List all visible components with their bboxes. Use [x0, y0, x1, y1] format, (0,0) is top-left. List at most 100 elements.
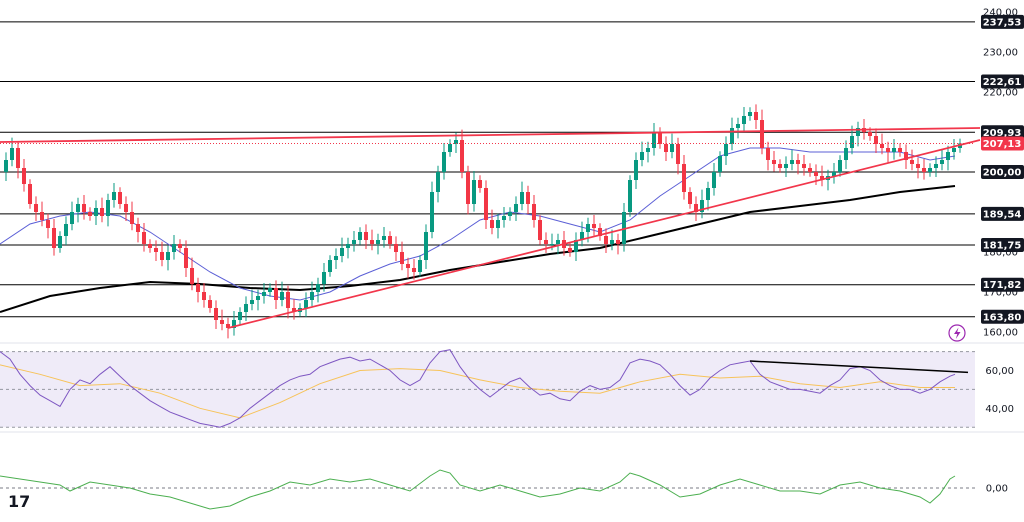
- candle-body: [130, 212, 134, 224]
- candle-body: [526, 192, 530, 204]
- candle-body: [742, 116, 746, 124]
- ma-200-line: [0, 185, 956, 313]
- candle-body: [340, 248, 344, 256]
- price-candles: [4, 104, 962, 339]
- candle-body: [712, 172, 716, 188]
- candle-body: [16, 148, 20, 168]
- candle-body: [178, 244, 182, 248]
- candle-body: [106, 200, 110, 216]
- candle-body: [928, 168, 932, 172]
- candle-body: [730, 128, 734, 144]
- candle-body: [922, 168, 926, 172]
- candle-body: [808, 168, 812, 172]
- rsi-ma-line: [0, 364, 955, 419]
- candle-body: [316, 284, 320, 292]
- candle-body: [250, 300, 254, 304]
- candle-body: [676, 144, 680, 164]
- candle-body: [406, 264, 410, 268]
- level-badge: [981, 277, 1024, 292]
- candle-body: [820, 176, 824, 180]
- candle-body: [166, 252, 170, 260]
- candle-body: [778, 164, 782, 168]
- candle-body: [556, 240, 560, 244]
- candle-body: [268, 288, 272, 292]
- candle-body: [334, 256, 338, 260]
- candle-body: [202, 292, 206, 300]
- candle-body: [382, 236, 386, 240]
- candle-body: [940, 160, 944, 164]
- candle-body: [418, 260, 422, 272]
- candle-body: [310, 292, 314, 300]
- candle-body: [904, 152, 908, 160]
- candle-body: [706, 188, 710, 200]
- candle-body: [148, 244, 152, 248]
- candle-body: [868, 132, 872, 136]
- lightning-icon[interactable]: [948, 324, 966, 342]
- current-price-label: 207,13: [983, 139, 1022, 150]
- candle-body: [628, 180, 632, 212]
- candle-body: [610, 240, 614, 244]
- level-badge: [981, 206, 1024, 221]
- price-tick-label: 230,00: [983, 48, 1018, 59]
- candle-body: [604, 236, 608, 244]
- candle-body: [724, 144, 728, 156]
- candle-body: [442, 152, 446, 172]
- candle-body: [226, 324, 230, 328]
- current-price-badge: [981, 136, 1024, 151]
- level-labels: 237,53 222,61 209,93 200,00 189,54 181,75 171,…: [981, 14, 1024, 324]
- candle-body: [52, 228, 56, 248]
- candle-body: [508, 212, 512, 216]
- candle-body: [916, 164, 920, 168]
- candle-body: [274, 288, 278, 300]
- ma-50-line: [0, 147, 956, 301]
- candle-body: [670, 144, 674, 152]
- candle-body: [880, 144, 884, 148]
- candle-body: [112, 192, 116, 200]
- candle-body: [790, 160, 794, 164]
- price-tick-label: 170,00: [983, 288, 1018, 299]
- candle-body: [844, 148, 848, 160]
- candle-body: [460, 140, 464, 172]
- rsi-axis-ticks: 60,00 40,00: [985, 366, 1014, 415]
- candle-body: [352, 240, 356, 244]
- candle-body: [358, 232, 362, 240]
- candle-body: [832, 172, 836, 176]
- candle-body: [574, 240, 578, 252]
- candle-body: [886, 148, 890, 152]
- oscillator-tick-label: 0,00: [986, 484, 1008, 495]
- candle-body: [4, 160, 8, 172]
- rsi-panel: 60,00 40,00: [0, 349, 1014, 428]
- price-tick-label: 220,00: [983, 88, 1018, 99]
- candle-body: [82, 204, 86, 212]
- candle-body: [370, 240, 374, 244]
- candle-body: [328, 260, 332, 272]
- candle-body: [304, 300, 308, 308]
- candle-body: [136, 224, 140, 232]
- candle-body: [220, 320, 224, 324]
- candle-body: [238, 312, 242, 320]
- candle-body: [346, 244, 350, 248]
- level-label: 163,80: [983, 312, 1022, 323]
- candle-body: [100, 208, 104, 216]
- candle-body: [622, 212, 626, 244]
- candle-body: [436, 172, 440, 192]
- candle-body: [424, 232, 428, 260]
- rsi-tick-label: 60,00: [985, 366, 1014, 377]
- candle-body: [376, 240, 380, 244]
- candle-body: [64, 224, 68, 236]
- candle-body: [196, 284, 200, 292]
- level-label: 181,75: [983, 241, 1022, 252]
- candle-body: [22, 168, 26, 184]
- candle-body: [748, 112, 752, 116]
- candle-body: [472, 180, 476, 204]
- oscillator-panel: 0,00: [0, 469, 1008, 510]
- candle-body: [910, 160, 914, 164]
- candle-body: [124, 204, 128, 212]
- candle-body: [214, 308, 218, 320]
- candle-body: [190, 268, 194, 284]
- candle-body: [592, 224, 596, 228]
- level-label: 171,82: [983, 280, 1022, 291]
- candle-body: [754, 112, 758, 120]
- candle-body: [616, 240, 620, 244]
